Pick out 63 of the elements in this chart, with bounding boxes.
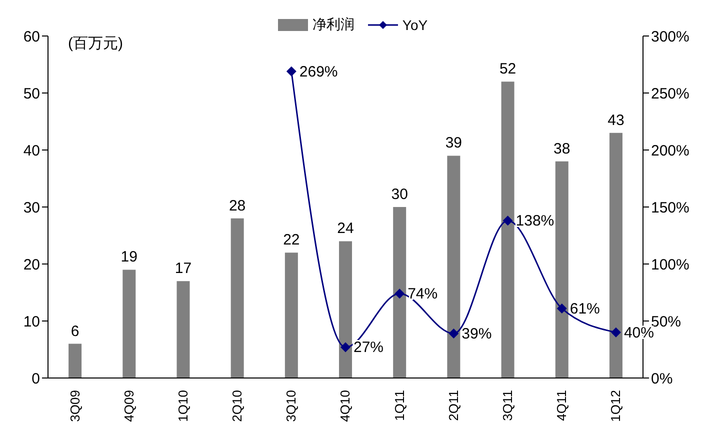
y2-tick-label: 200% bbox=[651, 142, 690, 160]
data-label: 52 bbox=[499, 60, 516, 78]
y-tick-label: 30 bbox=[23, 199, 40, 216]
data-label: 22 bbox=[283, 232, 300, 249]
bar bbox=[122, 270, 136, 378]
point bbox=[286, 66, 296, 76]
point bbox=[610, 327, 621, 338]
data-label: 39 bbox=[445, 134, 462, 152]
bar bbox=[68, 344, 82, 378]
y2-tick-label: 100% bbox=[651, 256, 690, 274]
y-tick-label: 50 bbox=[23, 85, 40, 102]
data-label: 43 bbox=[608, 112, 624, 129]
y2-tick-label: 300% bbox=[651, 28, 690, 46]
x-tick-label: 3Q11 bbox=[500, 390, 516, 421]
point bbox=[556, 303, 567, 314]
data-label: 39% bbox=[462, 326, 492, 343]
bar bbox=[501, 82, 514, 378]
point bbox=[394, 288, 405, 299]
bar bbox=[230, 218, 244, 378]
y2-tick-label: 0% bbox=[651, 370, 673, 388]
legend-label: 净利润 bbox=[312, 16, 354, 34]
annotation: (百万元) bbox=[68, 34, 123, 53]
bar bbox=[555, 161, 568, 378]
x-tick-label: 3Q10 bbox=[284, 390, 299, 422]
data-label: 19 bbox=[120, 248, 138, 266]
y-tick-label: 0 bbox=[32, 370, 40, 388]
bar bbox=[284, 252, 298, 378]
bar bbox=[609, 132, 622, 378]
x-tick-label: 1Q11 bbox=[392, 390, 407, 421]
data-label: 24 bbox=[337, 220, 354, 238]
data-label: 38 bbox=[554, 140, 570, 158]
data-label: 28 bbox=[228, 197, 246, 214]
data-label: 269% bbox=[299, 63, 338, 80]
data-label: 17 bbox=[174, 260, 192, 278]
bar bbox=[176, 281, 190, 378]
legend-label: YoY bbox=[402, 17, 428, 33]
y-tick-label: 40 bbox=[23, 142, 40, 160]
y2-tick-label: 250% bbox=[651, 85, 690, 102]
data-label: 30 bbox=[391, 186, 408, 203]
bar bbox=[447, 156, 460, 378]
data-label: 61% bbox=[570, 300, 600, 318]
x-tick-label: 1Q10 bbox=[175, 390, 190, 422]
x-tick-label: 4Q10 bbox=[338, 390, 353, 422]
x-tick-label: 4Q11 bbox=[554, 390, 570, 421]
y-tick-label: 60 bbox=[23, 28, 40, 46]
x-tick-label: 2Q10 bbox=[230, 390, 245, 422]
bar bbox=[339, 241, 352, 378]
x-tick-label: 4Q09 bbox=[121, 390, 136, 422]
point bbox=[448, 328, 459, 339]
y-tick-label: 20 bbox=[23, 256, 40, 274]
x-tick-label: 2Q11 bbox=[446, 390, 461, 421]
y-tick-label: 10 bbox=[23, 313, 40, 330]
y2-tick-label: 50% bbox=[651, 313, 682, 330]
data-label: 6 bbox=[70, 322, 80, 340]
data-label: 27% bbox=[354, 339, 384, 356]
data-label: 74% bbox=[408, 286, 438, 303]
data-label: 138% bbox=[516, 212, 554, 230]
point bbox=[502, 216, 513, 226]
point bbox=[340, 342, 350, 352]
y2-tick-label: 150% bbox=[651, 199, 690, 216]
x-tick-label: 3Q09 bbox=[67, 390, 82, 422]
bar bbox=[393, 207, 406, 378]
x-tick-label: 1Q12 bbox=[608, 390, 624, 422]
